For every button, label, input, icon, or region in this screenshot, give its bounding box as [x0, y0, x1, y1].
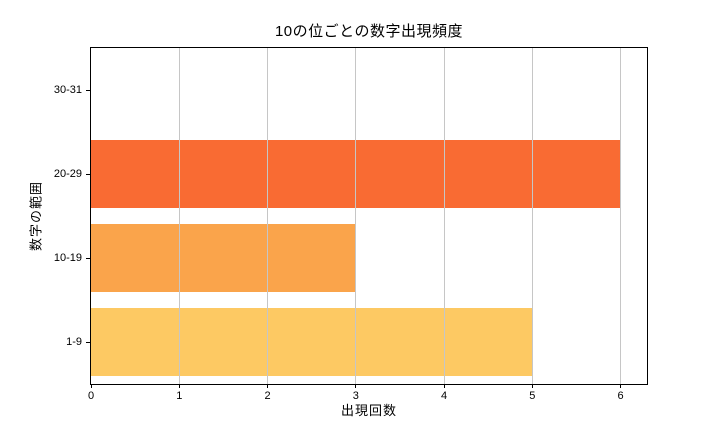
x-tick-mark-0 — [90, 384, 92, 388]
x-tick-label-3: 3 — [352, 390, 359, 402]
x-tick-mark-1 — [178, 384, 180, 388]
y-tick-mark-20-29 — [86, 173, 91, 175]
x-tick-label-6: 6 — [617, 390, 624, 402]
bar-10-19 — [91, 224, 356, 292]
x-tick-label-2: 2 — [264, 390, 271, 402]
y-tick-label-20-29: 20-29 — [53, 168, 82, 180]
plot-area: 0 1 2 3 4 5 6 30-31 20-29 10-19 1-9 — [54, 47, 648, 402]
x-tick-mark-4 — [443, 384, 445, 388]
gridline-x-4 — [443, 48, 445, 384]
y-tick-label-30-31: 30-31 — [53, 84, 82, 96]
x-tick-mark-3 — [355, 384, 357, 388]
x-tick-mark-6 — [620, 384, 622, 388]
bar-1-9 — [91, 308, 533, 376]
x-tick-label-4: 4 — [440, 390, 448, 402]
y-tick-mark-1-9 — [86, 341, 91, 343]
y-tick-mark-10-19 — [86, 257, 91, 259]
x-tick-label-5: 5 — [529, 390, 536, 402]
x-tick-label-0: 0 — [87, 390, 95, 402]
y-tick-label-10-19: 10-19 — [53, 252, 82, 264]
gridline-x-3 — [355, 48, 357, 384]
chart-title: 10の位ごとの数字出現頻度 — [274, 23, 464, 40]
x-tick-label-1: 1 — [176, 390, 183, 402]
x-tick-mark-5 — [531, 384, 533, 388]
y-axis-label: 数字の範囲 — [28, 180, 44, 252]
y-tick-label-1-9: 1-9 — [66, 336, 82, 348]
gridline-x-1 — [178, 48, 180, 384]
y-tick-mark-30-31 — [86, 89, 91, 91]
gridline-x-2 — [267, 48, 268, 384]
x-axis-label: 出現回数 — [340, 403, 397, 418]
gridline-x-6 — [620, 48, 622, 384]
gridline-x-5 — [531, 48, 533, 384]
x-tick-mark-2 — [267, 384, 268, 388]
